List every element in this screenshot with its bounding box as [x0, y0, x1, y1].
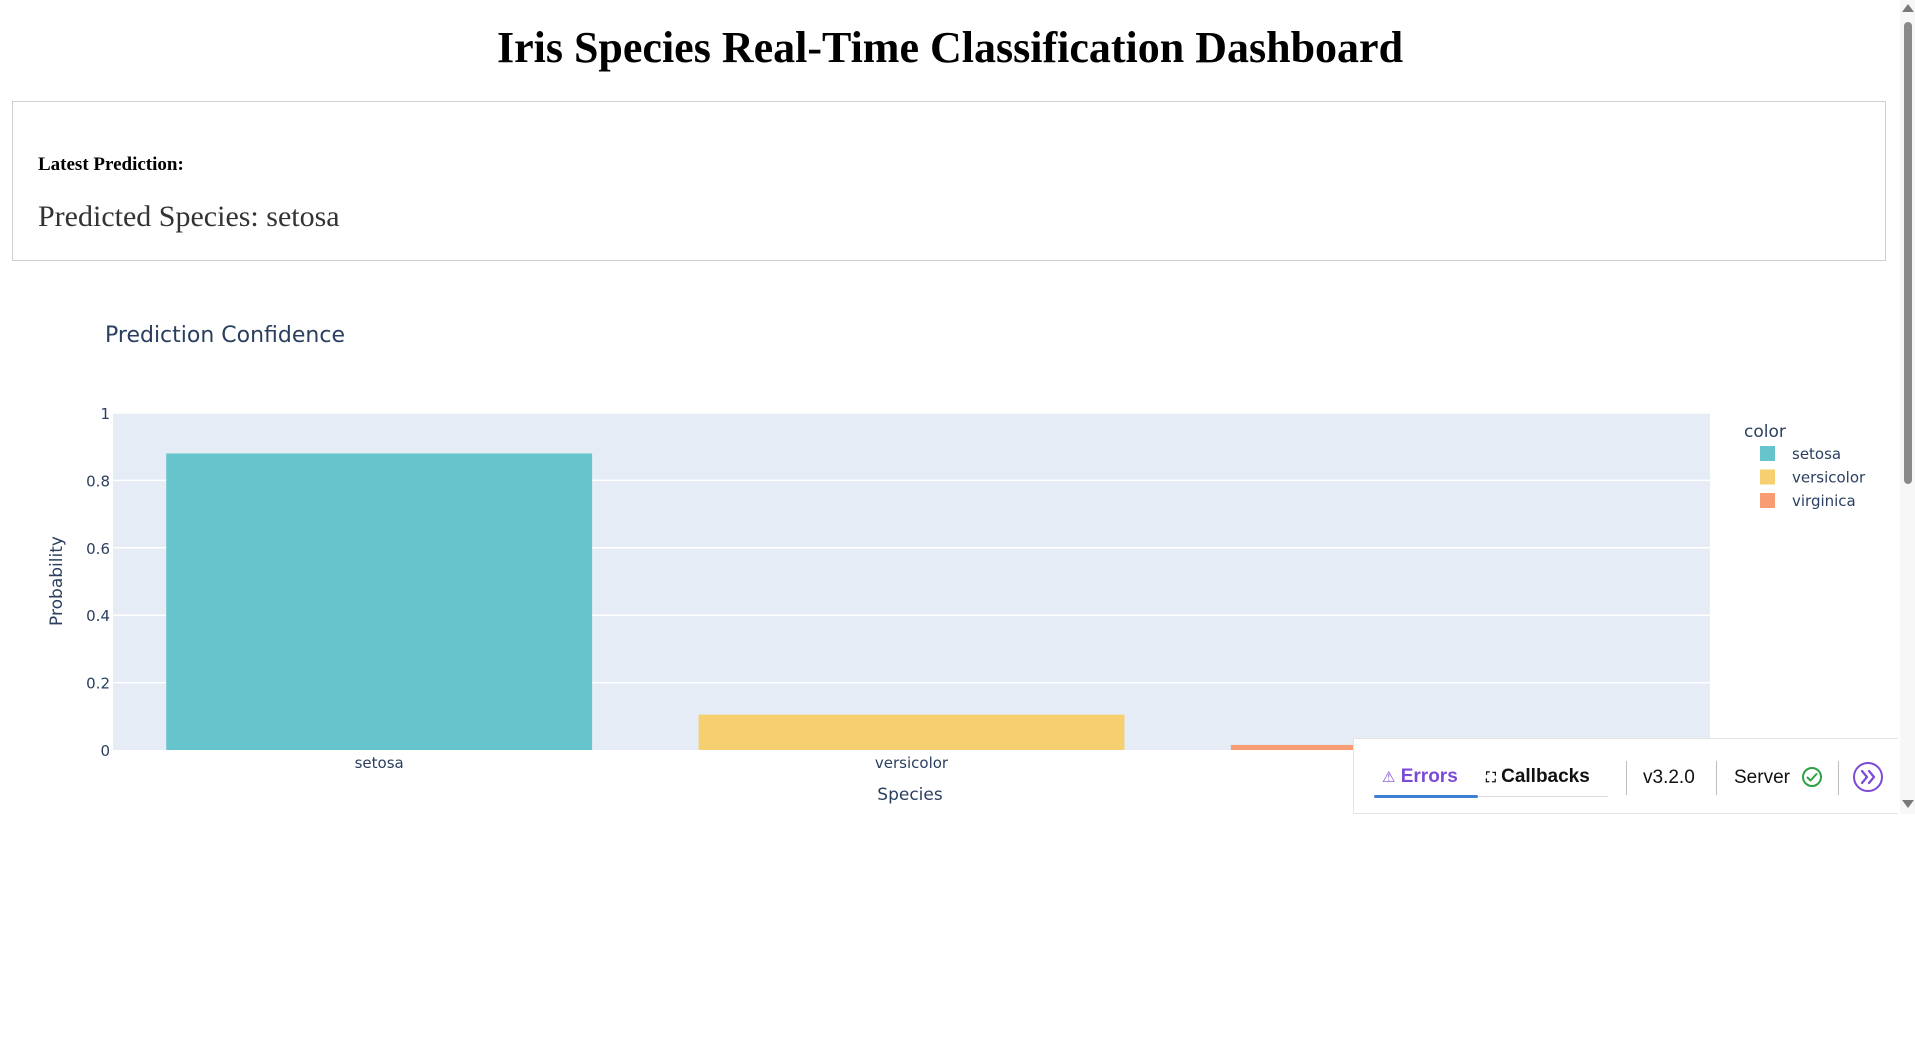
legend-item-label[interactable]: versicolor — [1792, 469, 1866, 487]
x-axis-title: Species — [877, 785, 943, 805]
callbacks-tab-label: Callbacks — [1501, 766, 1590, 787]
vertical-scrollbar[interactable] — [1900, 0, 1915, 814]
legend-swatch[interactable] — [1760, 469, 1775, 485]
y-tick-label: 1 — [100, 405, 110, 423]
legend-swatch[interactable] — [1760, 493, 1775, 508]
y-axis-title: Probability — [47, 536, 67, 626]
check-circle-icon — [1802, 767, 1822, 787]
y-tick-label: 0.6 — [86, 540, 110, 558]
chart-title: Prediction Confidence — [105, 323, 345, 348]
version-label: v3.2.0 — [1643, 767, 1695, 788]
y-axis-ticks: 0 0.2 0.4 0.6 0.8 1 — [86, 405, 110, 760]
tab-divider-line — [1478, 796, 1608, 797]
scroll-up-arrow-icon[interactable] — [1902, 4, 1914, 12]
y-tick-label: 0.2 — [86, 675, 110, 693]
errors-tab-label: Errors — [1400, 766, 1458, 787]
legend: color setosa versicolor virginica — [1744, 422, 1866, 510]
callbacks-tab[interactable]: ⛶ Callbacks — [1486, 766, 1590, 788]
legend-item-label[interactable]: virginica — [1792, 492, 1856, 510]
x-tick-label: setosa — [355, 754, 404, 772]
y-tick-label: 0.8 — [86, 472, 110, 490]
callbacks-graph-icon: ⛶ — [1486, 769, 1496, 785]
scrollbar-thumb[interactable] — [1904, 22, 1912, 484]
x-tick-label: versicolor — [875, 754, 949, 772]
dash-devtools-bar: ⚠ Errors ⛶ Callbacks v3.2.0 Server — [1353, 738, 1898, 814]
y-tick-label: 0 — [100, 742, 110, 760]
bar-versicolor[interactable] — [698, 714, 1125, 750]
server-status-button[interactable]: Server — [1734, 767, 1790, 789]
legend-title: color — [1744, 422, 1786, 442]
divider — [1716, 761, 1717, 795]
divider — [1838, 761, 1839, 795]
y-tick-label: 0.4 — [86, 607, 110, 625]
page-title: Iris Species Real-Time Classification Da… — [496, 23, 1404, 72]
divider — [1626, 761, 1627, 795]
prediction-card: Latest Prediction: Predicted Species: se… — [12, 101, 1886, 261]
server-label: Server — [1734, 767, 1790, 788]
warning-icon: ⚠ — [1382, 769, 1396, 786]
collapse-devtools-button[interactable] — [1852, 761, 1884, 793]
predicted-species: Predicted Species: setosa — [38, 200, 340, 233]
legend-item-label[interactable]: setosa — [1792, 445, 1841, 463]
active-tab-indicator — [1374, 795, 1478, 798]
legend-swatch[interactable] — [1760, 446, 1775, 461]
double-chevron-right-icon — [1860, 769, 1876, 785]
scroll-down-arrow-icon[interactable] — [1902, 800, 1914, 808]
prediction-heading: Latest Prediction: — [38, 154, 184, 175]
errors-tab[interactable]: ⚠ Errors — [1382, 766, 1458, 788]
bar-setosa[interactable] — [166, 453, 593, 750]
